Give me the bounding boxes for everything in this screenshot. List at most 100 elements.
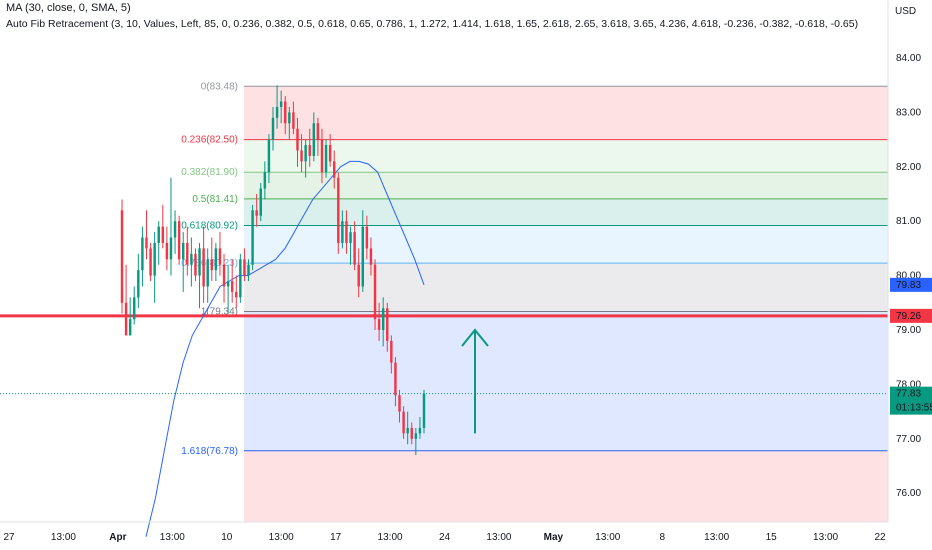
time-tick-label: Apr: [109, 532, 126, 543]
price-tick-label: 84.00: [896, 53, 921, 64]
candle-body: [361, 226, 365, 287]
time-tick-label: 13:00: [269, 532, 294, 543]
candle-body: [345, 221, 348, 243]
candle-body: [251, 210, 254, 265]
fib-zone: [244, 86, 888, 140]
candle-body: [292, 112, 295, 129]
fib-zone: [244, 139, 888, 173]
candle-body: [235, 291, 238, 298]
ma-indicator-label[interactable]: MA (30, close, 0, SMA, 5): [6, 2, 131, 14]
candle-body: [226, 281, 230, 287]
candle-body: [198, 248, 201, 276]
candle-body: [133, 297, 136, 320]
candle-body: [186, 242, 189, 265]
candle-body: [137, 270, 140, 298]
fib-level-label: 0.5(81.41): [192, 194, 238, 205]
candle-body: [349, 232, 352, 243]
candle-body: [149, 248, 152, 276]
candle-body: [332, 161, 336, 178]
time-axis[interactable]: 27 13:00 Apr 13:00 10 13:00 17 13:00 24 13:00 May 1…: [0, 521, 888, 543]
candle-body: [398, 395, 401, 412]
candle-body: [239, 259, 242, 298]
candle-body: [222, 264, 226, 287]
candle-body: [243, 259, 246, 276]
last-price-badge-text: 77.83: [896, 389, 921, 400]
candle-body: [263, 172, 267, 189]
candle-body: [206, 259, 209, 287]
fib-zone: [244, 172, 888, 199]
time-tick-label: 22: [874, 532, 886, 543]
candle-body: [259, 188, 262, 216]
time-tick-label: 27: [3, 532, 15, 543]
hline-price-badge: [890, 308, 932, 323]
candle-body: [267, 139, 271, 173]
time-tick-label: May: [544, 532, 564, 543]
up-arrow-head[interactable]: [461, 328, 489, 347]
price-tick-label: 82.00: [896, 162, 921, 173]
candle-body: [308, 145, 311, 156]
candle-body: [406, 427, 409, 434]
candle-body: [369, 248, 373, 265]
time-tick-label: 13:00: [595, 532, 620, 543]
candle-body: [377, 319, 381, 330]
candle-body: [214, 248, 218, 271]
time-tick-label: 13:00: [486, 532, 511, 543]
fib-indicator-label[interactable]: Auto Fib Retracement (3, 10, Values, Lef…: [6, 18, 859, 30]
price-tick-label: 83.00: [896, 107, 921, 118]
ma-price-badge-text: 79.83: [896, 280, 921, 291]
candle-body: [177, 221, 181, 260]
candle-body: [324, 145, 328, 173]
candle-body: [120, 210, 124, 303]
last-price-badge-countdown: 01:13:55: [896, 403, 932, 414]
candle-body: [165, 242, 169, 260]
candle-body: [381, 308, 385, 330]
candle-body: [141, 237, 144, 271]
price-tick-label: 77.00: [896, 434, 921, 445]
candle-body: [145, 237, 148, 249]
last-price-badge: [890, 386, 932, 415]
price-axis[interactable]: 84.00 83.00 82.00 81.00 80.00 79.00 78.00 77.00…: [887, 0, 921, 522]
candle-body: [418, 427, 422, 434]
candle-body: [275, 106, 279, 118]
fib-level-label: 1.618(76.78): [181, 446, 238, 457]
candles-layer: [120, 85, 426, 456]
candle-body: [414, 433, 418, 439]
candle-body: [373, 264, 377, 320]
candle-body: [255, 210, 258, 216]
time-tick-label: 10: [221, 532, 233, 543]
candle-body: [124, 302, 128, 336]
hline-price-badge-text: 79.26: [896, 311, 921, 322]
candle-body: [279, 101, 283, 107]
fib-zone: [244, 198, 888, 226]
candle-body: [386, 308, 389, 341]
candle-body: [190, 253, 193, 265]
candle-body: [341, 221, 344, 243]
fib-zone: [244, 225, 888, 264]
time-tick-label: 8: [659, 532, 665, 543]
fib-lines: 0(83.48) 0.236(82.50) 0.382(81.90) 0.5(81.4…: [181, 81, 888, 457]
horizontal-line-layer[interactable]: [0, 314, 888, 395]
candle-body: [422, 393, 426, 428]
ma-price-badge: [890, 277, 932, 292]
candle-body: [328, 145, 332, 162]
currency-label[interactable]: USD: [895, 6, 917, 17]
price-tick-label: 80.00: [896, 271, 921, 282]
moving-average-line: [145, 160, 425, 537]
fib-zones: [244, 86, 888, 522]
candle-body: [194, 253, 197, 276]
candle-body: [153, 242, 156, 276]
candle-body: [157, 226, 160, 243]
price-tick-label: 79.00: [896, 325, 921, 336]
candle-body: [181, 242, 185, 260]
fib-zone: [244, 450, 888, 522]
candle-body: [161, 226, 165, 243]
fib-zone: [244, 263, 888, 312]
time-tick-label: 17: [330, 532, 342, 543]
arrow-layer[interactable]: [461, 328, 489, 434]
time-tick-label: 15: [766, 532, 778, 543]
candle-body: [230, 281, 234, 292]
price-tick-label: 78.00: [896, 379, 921, 390]
moving-average-layer: [145, 160, 425, 537]
candle-body: [173, 221, 177, 238]
